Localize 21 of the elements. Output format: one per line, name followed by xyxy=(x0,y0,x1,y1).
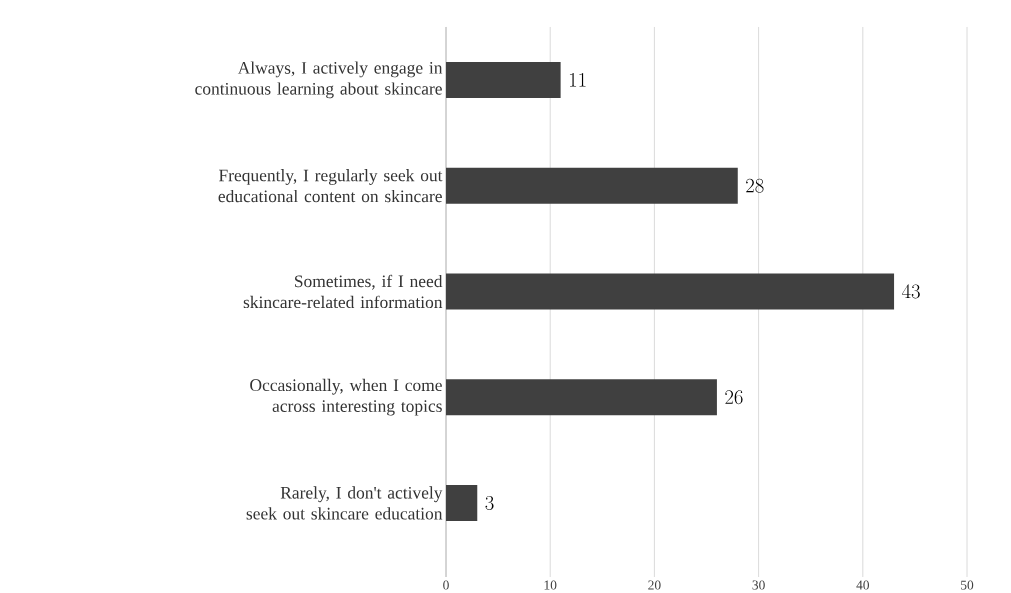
y-tick-label: Sometimes, if I need skincare-related information xyxy=(243,274,443,309)
data-label: 11 xyxy=(569,72,586,87)
bar xyxy=(446,379,717,416)
y-tick-label: Frequently, I regularly seek out educational content on skincare xyxy=(218,169,443,203)
data-label: 43 xyxy=(901,284,920,299)
x-tick-label: 40 xyxy=(856,580,870,590)
bar xyxy=(446,167,738,204)
x-tick-label: 0 xyxy=(443,580,449,590)
x-tick-label: 10 xyxy=(544,580,557,590)
bar xyxy=(446,61,561,98)
data-label: 28 xyxy=(746,178,764,193)
x-tick-label: 20 xyxy=(648,580,661,590)
data-label: 26 xyxy=(725,390,743,405)
bar xyxy=(446,484,478,521)
y-tick-label: Occasionally, when I come across interesting topics xyxy=(250,378,442,416)
data-label: 3 xyxy=(485,495,494,510)
bar xyxy=(446,273,895,310)
y-tick-label: Always, I actively engage in continuous learning about skincare xyxy=(195,61,443,99)
y-tick-label: Rarely, I don't actively seek out skincare education xyxy=(246,486,443,520)
x-tick-label: 30 xyxy=(752,580,765,590)
x-tick-label: 50 xyxy=(961,580,974,590)
